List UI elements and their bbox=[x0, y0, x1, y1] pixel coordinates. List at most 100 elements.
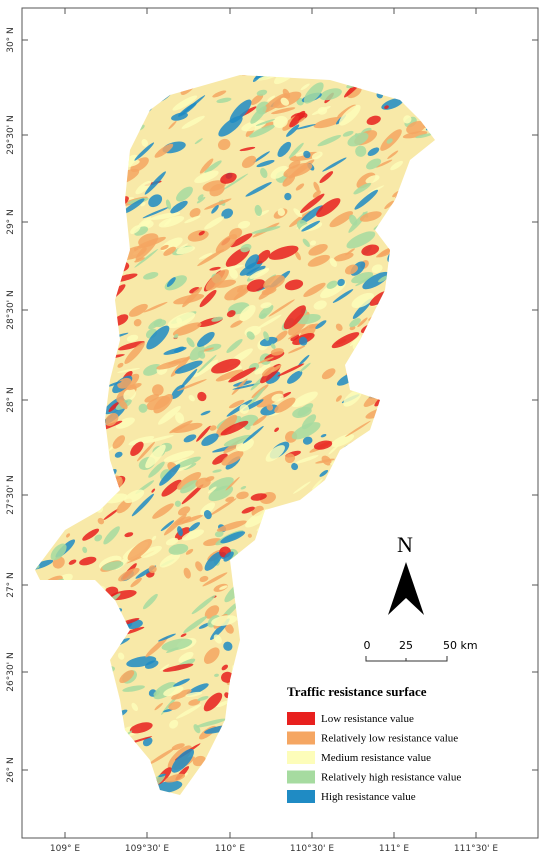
terrain-patch bbox=[383, 454, 392, 463]
terrain-patch bbox=[409, 242, 431, 259]
terrain-patch bbox=[366, 598, 375, 607]
terrain-patch bbox=[167, 312, 196, 329]
terrain-patch bbox=[374, 633, 385, 645]
terrain-patch bbox=[200, 502, 216, 516]
terrain-patch bbox=[54, 750, 80, 760]
terrain-patch bbox=[196, 718, 227, 728]
terrain-patch bbox=[118, 95, 127, 102]
terrain-patch bbox=[378, 332, 396, 339]
terrain-patch bbox=[69, 643, 78, 653]
terrain-patch bbox=[143, 75, 149, 81]
terrain-patch bbox=[401, 201, 413, 213]
terrain-patch bbox=[76, 340, 95, 361]
terrain-patch bbox=[126, 383, 142, 391]
terrain-patch bbox=[207, 486, 217, 494]
terrain-patch bbox=[35, 638, 62, 654]
terrain-patch bbox=[171, 422, 203, 434]
terrain-patch bbox=[363, 558, 384, 576]
terrain-patch bbox=[223, 551, 234, 562]
terrain-patch bbox=[79, 621, 95, 633]
terrain-patch bbox=[299, 205, 324, 224]
terrain-patch bbox=[386, 138, 393, 144]
terrain-patch bbox=[426, 78, 435, 91]
terrain-patch bbox=[35, 113, 51, 125]
terrain-patch bbox=[66, 315, 75, 325]
terrain-patch bbox=[335, 395, 342, 402]
terrain-patch bbox=[291, 462, 299, 471]
terrain-patch bbox=[35, 435, 49, 449]
terrain-patch bbox=[229, 727, 236, 736]
terrain-patch bbox=[181, 484, 204, 505]
terrain-patch bbox=[50, 543, 67, 561]
terrain-patch bbox=[274, 397, 296, 413]
terrain-patch bbox=[193, 359, 219, 378]
lat-label: 30° N bbox=[6, 27, 16, 53]
terrain-patch bbox=[62, 778, 89, 788]
terrain-patch bbox=[255, 118, 276, 126]
terrain-patch bbox=[366, 480, 384, 496]
scale-bar: 0 25 50 km bbox=[364, 639, 478, 662]
terrain-patch bbox=[40, 374, 62, 399]
terrain-patch bbox=[101, 219, 108, 225]
terrain-patch bbox=[81, 69, 88, 76]
lat-label: 29°30' N bbox=[6, 115, 16, 154]
terrain-patch bbox=[351, 292, 375, 309]
terrain-patch bbox=[321, 663, 351, 681]
terrain-patch bbox=[236, 491, 249, 500]
terrain-patch bbox=[229, 268, 239, 279]
terrain-patch bbox=[86, 776, 111, 789]
terrain-patch bbox=[141, 138, 149, 147]
terrain-patch bbox=[295, 455, 319, 464]
terrain-patch bbox=[152, 78, 169, 87]
terrain-patch bbox=[241, 506, 255, 514]
scale-label: 0 bbox=[364, 639, 371, 652]
terrain-patch bbox=[95, 232, 102, 239]
terrain-patch bbox=[370, 460, 391, 485]
terrain-patch bbox=[39, 652, 60, 669]
terrain-patch bbox=[142, 737, 153, 747]
terrain-patch bbox=[423, 343, 435, 357]
terrain-patch bbox=[336, 537, 350, 545]
terrain-patch bbox=[56, 490, 78, 506]
terrain-patch bbox=[72, 300, 91, 314]
terrain-patch bbox=[349, 335, 362, 347]
terrain-patch bbox=[211, 358, 241, 374]
lon-label: 110° E bbox=[215, 844, 246, 854]
terrain-patch bbox=[265, 445, 285, 462]
terrain-patch bbox=[375, 370, 389, 378]
lat-label: 27° N bbox=[6, 572, 16, 598]
terrain-patch bbox=[214, 279, 237, 288]
terrain-patch bbox=[44, 266, 68, 279]
terrain-patch bbox=[130, 225, 141, 235]
terrain-patch bbox=[58, 645, 77, 659]
terrain-patch bbox=[289, 110, 306, 128]
terrain-patch bbox=[144, 75, 163, 81]
terrain-patch bbox=[332, 289, 354, 303]
terrain-patch bbox=[99, 107, 112, 118]
terrain-patch bbox=[81, 84, 96, 97]
terrain-patch bbox=[98, 237, 113, 248]
terrain-patch bbox=[356, 668, 388, 676]
terrain-patch bbox=[268, 245, 299, 260]
terrain-patch bbox=[429, 425, 435, 439]
terrain-patch bbox=[35, 92, 45, 103]
terrain-patch bbox=[63, 310, 72, 319]
terrain-patch bbox=[402, 130, 428, 139]
terrain-patch bbox=[403, 429, 421, 440]
terrain-patch bbox=[104, 264, 123, 281]
terrain-patch bbox=[148, 194, 163, 208]
terrain-patch bbox=[59, 620, 72, 628]
terrain-patch bbox=[351, 555, 366, 571]
terrain-patch bbox=[77, 144, 94, 157]
terrain-patch bbox=[133, 319, 142, 327]
terrain-patch bbox=[189, 344, 205, 361]
terrain-patch bbox=[35, 747, 39, 752]
terrain-patch bbox=[40, 231, 47, 243]
terrain-patch bbox=[300, 83, 310, 91]
terrain-patch bbox=[65, 414, 86, 428]
terrain-patch bbox=[90, 329, 112, 341]
terrain-patch bbox=[261, 287, 277, 296]
terrain-patch bbox=[274, 599, 295, 613]
terrain-patch bbox=[62, 590, 83, 610]
terrain-patch bbox=[165, 537, 179, 546]
